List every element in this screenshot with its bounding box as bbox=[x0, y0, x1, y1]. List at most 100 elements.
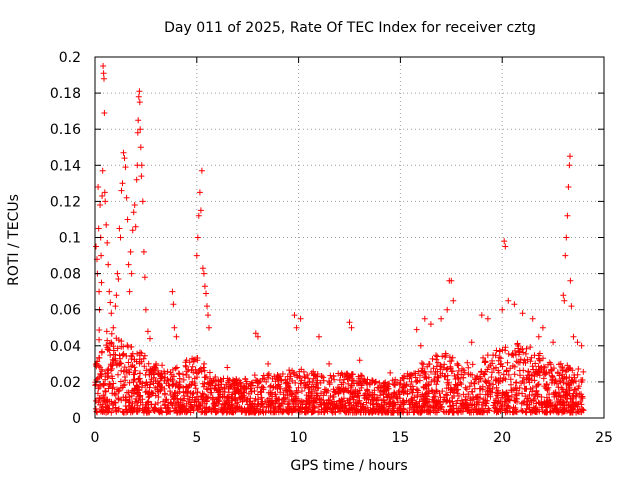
y-tick-label: 0.02 bbox=[50, 375, 81, 391]
background-point bbox=[201, 380, 208, 387]
background-point bbox=[276, 403, 283, 410]
background-point bbox=[281, 395, 288, 402]
data-point bbox=[535, 333, 542, 340]
background-point bbox=[545, 361, 551, 368]
background-point bbox=[429, 355, 436, 362]
background-point bbox=[203, 404, 210, 411]
background-point bbox=[106, 340, 113, 347]
background-point bbox=[274, 385, 281, 392]
background-point bbox=[326, 381, 333, 388]
background-point bbox=[92, 405, 99, 412]
background-point bbox=[183, 383, 190, 390]
background-point bbox=[562, 368, 569, 375]
background-point bbox=[139, 380, 146, 387]
data-point bbox=[134, 129, 141, 136]
background-point bbox=[168, 400, 175, 407]
background-point bbox=[123, 396, 130, 403]
background-point bbox=[325, 404, 332, 411]
background-point bbox=[109, 359, 116, 366]
background-point bbox=[390, 390, 397, 397]
background-point bbox=[187, 403, 194, 410]
background-point bbox=[462, 393, 469, 400]
background-point bbox=[317, 379, 324, 386]
background-point bbox=[248, 382, 255, 389]
y-tick-label: 0.18 bbox=[50, 86, 81, 102]
background-point bbox=[218, 381, 225, 388]
data-point bbox=[567, 277, 574, 284]
background-point bbox=[344, 387, 350, 394]
background-point bbox=[268, 409, 274, 416]
background-point bbox=[134, 391, 141, 398]
background-point bbox=[499, 363, 506, 370]
background-point bbox=[228, 383, 235, 389]
background-point bbox=[305, 393, 312, 400]
background-point bbox=[186, 359, 193, 366]
data-point bbox=[170, 301, 177, 308]
background-point bbox=[381, 387, 388, 394]
background-point bbox=[522, 360, 529, 366]
background-point bbox=[190, 405, 197, 412]
data-point bbox=[136, 99, 143, 106]
data-point bbox=[100, 70, 107, 77]
background-point bbox=[485, 364, 492, 370]
background-point bbox=[380, 380, 387, 387]
background-point bbox=[284, 373, 291, 380]
background-point bbox=[369, 377, 376, 384]
background-point bbox=[258, 384, 265, 391]
data-point bbox=[98, 279, 105, 286]
background-point bbox=[116, 352, 123, 359]
background-point bbox=[567, 365, 574, 372]
data-point bbox=[129, 227, 136, 234]
background-point bbox=[369, 408, 376, 415]
background-point bbox=[107, 352, 114, 359]
background-point bbox=[138, 350, 145, 357]
data-point bbox=[291, 312, 298, 319]
background-point bbox=[489, 369, 495, 376]
background-point bbox=[221, 393, 228, 400]
background-point bbox=[354, 388, 361, 395]
background-point bbox=[522, 350, 529, 357]
x-tick-label: 5 bbox=[192, 430, 201, 446]
background-point bbox=[114, 386, 120, 393]
background-point bbox=[235, 386, 242, 393]
background-point bbox=[331, 389, 338, 396]
background-point bbox=[414, 393, 421, 400]
background-point bbox=[347, 384, 354, 391]
background-point bbox=[558, 384, 565, 391]
background-point bbox=[425, 388, 432, 395]
background-point bbox=[432, 399, 438, 406]
background-point bbox=[547, 366, 554, 373]
background-point bbox=[571, 386, 578, 393]
background-point bbox=[575, 385, 582, 392]
data-point bbox=[550, 339, 557, 346]
background-point bbox=[330, 373, 337, 380]
background-point bbox=[284, 408, 291, 415]
background-point bbox=[441, 373, 448, 380]
background-point bbox=[97, 370, 104, 377]
background-point bbox=[215, 382, 222, 388]
background-point bbox=[439, 370, 446, 377]
background-point bbox=[453, 405, 460, 412]
background-point bbox=[379, 403, 385, 410]
background-point bbox=[316, 396, 323, 403]
background-point bbox=[345, 375, 352, 382]
background-point bbox=[119, 384, 126, 391]
background-point bbox=[422, 392, 429, 398]
background-point bbox=[155, 394, 162, 400]
data-point bbox=[127, 248, 134, 255]
background-point bbox=[254, 384, 261, 391]
background-point bbox=[198, 409, 205, 416]
background-point bbox=[293, 407, 300, 414]
background-point bbox=[413, 379, 420, 385]
background-point bbox=[206, 369, 213, 376]
background-point bbox=[435, 405, 442, 412]
background-point bbox=[337, 408, 344, 415]
background-point bbox=[192, 385, 199, 392]
background-point bbox=[125, 359, 132, 366]
data-point bbox=[265, 360, 272, 367]
data-point bbox=[200, 270, 207, 277]
background-point bbox=[434, 368, 441, 375]
background-point bbox=[457, 407, 463, 414]
background-point bbox=[454, 371, 461, 378]
background-point bbox=[544, 387, 551, 393]
